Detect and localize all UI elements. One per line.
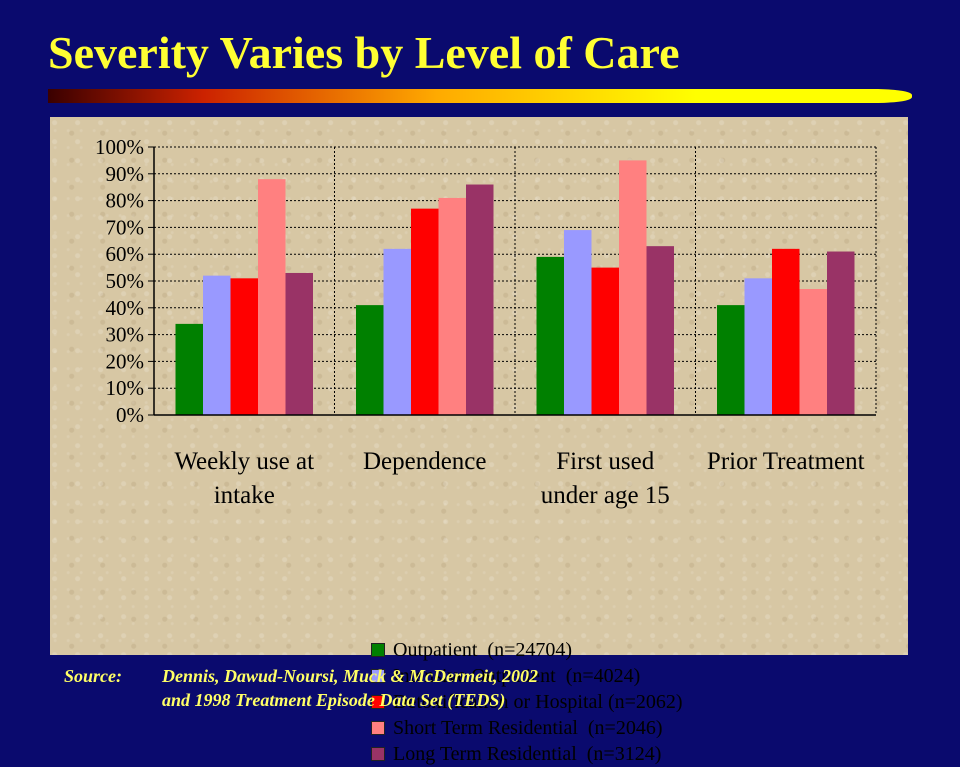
y-tick-label: 0%	[116, 403, 144, 427]
legend-swatch	[371, 668, 385, 683]
bar	[258, 179, 286, 415]
legend-item: Long Term Residential (n=3124)	[371, 741, 771, 767]
bar	[827, 251, 855, 415]
legend-item: Intensive Outpatient (n=4024)	[371, 663, 771, 689]
y-tick-label: 50%	[106, 269, 145, 293]
source-label: Source:	[64, 666, 122, 686]
bar	[285, 272, 313, 415]
y-tick-label: 70%	[106, 215, 145, 239]
y-tick-label: 20%	[106, 349, 145, 373]
y-tick-label: 80%	[106, 189, 145, 213]
bar	[799, 289, 827, 415]
y-tick-label: 10%	[106, 376, 145, 400]
category-label: Weekly use at	[174, 448, 314, 475]
legend-label: Detoxification or Hospital (n=2062)	[393, 691, 683, 713]
legend-label: Outpatient (n=24704)	[393, 639, 573, 661]
legend-swatch	[371, 746, 385, 761]
bar	[203, 275, 231, 415]
bar	[717, 305, 745, 415]
y-tick-label: 30%	[106, 323, 145, 347]
legend-swatch	[371, 642, 385, 657]
legend-label: Intensive Outpatient (n=4024)	[393, 665, 641, 687]
y-tick-label: 90%	[106, 162, 145, 186]
category-label: under age 15	[541, 482, 670, 509]
bar	[383, 248, 411, 415]
source-line-1: Dennis, Dawud-Noursi, Muck & McDermeit, …	[162, 666, 539, 686]
legend-label: Short Term Residential (n=2046)	[393, 717, 663, 739]
y-tick-label: 100%	[95, 135, 144, 159]
y-tick-label: 40%	[106, 296, 145, 320]
category-label: First used	[556, 448, 654, 475]
bar	[438, 197, 466, 415]
category-label: intake	[214, 482, 275, 509]
bar	[646, 246, 674, 415]
bar	[466, 184, 494, 415]
category-label: Dependence	[363, 448, 487, 475]
bar	[230, 278, 258, 415]
bar	[536, 256, 564, 415]
bar	[744, 278, 772, 415]
title-underline-bar	[48, 89, 912, 103]
legend-item: Detoxification or Hospital (n=2062)	[371, 689, 771, 715]
slide-title: Severity Varies by Level of Care	[48, 27, 680, 78]
bar	[591, 267, 619, 415]
bar	[772, 248, 800, 415]
category-label: Prior Treatment	[707, 448, 865, 475]
bar	[356, 305, 384, 415]
bar-chart: 0% 10% 20%30% 40% 50% 60% 70%80% 90% 100% Weekly …	[95, 135, 877, 509]
legend-swatch	[371, 720, 385, 735]
source-line-2: and 1998 Treatment Episode Data Set (TED…	[162, 690, 506, 710]
legend-swatch	[371, 694, 385, 709]
bar	[619, 160, 647, 415]
legend-item: Outpatient (n=24704)	[371, 637, 771, 663]
legend-item: Short Term Residential (n=2046)	[371, 715, 771, 741]
bar	[175, 323, 203, 415]
bar	[564, 230, 592, 415]
bar	[411, 208, 439, 415]
legend-label: Long Term Residential (n=3124)	[393, 743, 662, 765]
chart-panel: 0% 10% 20% 30% 40% 50% 60% 70% 80% 90% 100% Weekly …	[50, 117, 908, 765]
y-tick-label: 60%	[106, 242, 145, 266]
